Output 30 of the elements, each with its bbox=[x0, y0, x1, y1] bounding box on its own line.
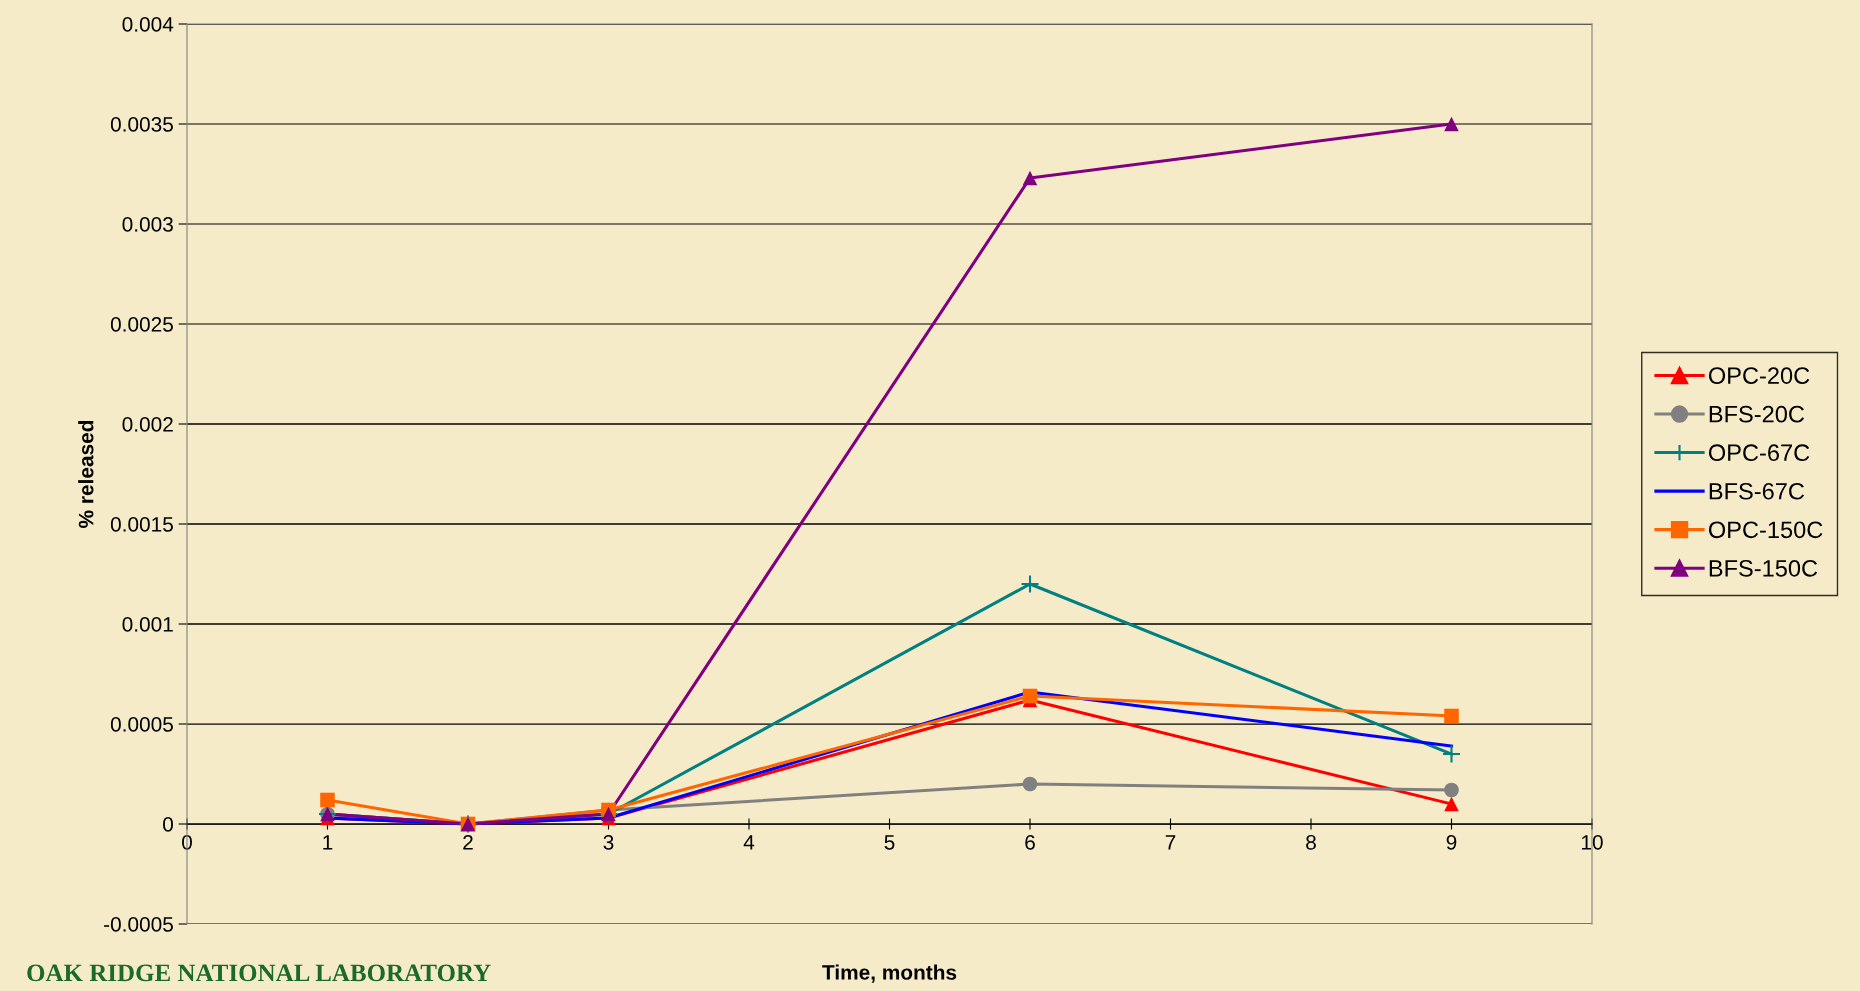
legend-label: OPC-20C bbox=[1708, 367, 1810, 384]
y-tick-label: 0.0005 bbox=[110, 717, 173, 732]
y-tick-label: 0.0035 bbox=[110, 117, 173, 132]
x-tick-label: 1 bbox=[323, 835, 333, 850]
y-tick-label: 0.0015 bbox=[110, 517, 173, 532]
y-tick-label: -0.0005 bbox=[104, 917, 173, 932]
x-tick-label: 8 bbox=[1306, 834, 1316, 850]
text: OAK RIDGE NATIONAL LABORATORY bbox=[27, 964, 491, 982]
x-tick-label: 10 bbox=[1582, 834, 1603, 850]
y-tick-label: 0.0025 bbox=[110, 317, 173, 332]
legend-label: BFS-150C bbox=[1709, 559, 1818, 577]
legend-label: OPC-150C bbox=[1708, 521, 1823, 539]
x-axis-title: Time, months bbox=[822, 964, 957, 983]
x-tick-label: 9 bbox=[1446, 834, 1457, 850]
x-tick-label: 2 bbox=[463, 834, 473, 850]
x-tick-label: 7 bbox=[1165, 835, 1176, 850]
legend-label: BFS-20C bbox=[1709, 405, 1805, 423]
y-tick-label: 0.003 bbox=[122, 217, 173, 232]
y-axis-title: % released bbox=[78, 420, 94, 528]
y-tick-label: 0 bbox=[163, 817, 173, 832]
x-tick-label: 5 bbox=[884, 835, 895, 850]
legend-label: OPC-67C bbox=[1708, 444, 1810, 462]
x-tick-label: 0 bbox=[182, 834, 192, 850]
y-tick-label: 0.002 bbox=[122, 417, 173, 432]
y-tick-label: 0.004 bbox=[122, 17, 174, 32]
x-tick-label: 3 bbox=[603, 834, 614, 850]
legend-label: BFS-67C bbox=[1709, 482, 1805, 500]
y-tick-label: 0.001 bbox=[122, 617, 173, 632]
x-tick-label: 6 bbox=[1025, 834, 1035, 850]
x-tick-label: 4 bbox=[743, 835, 755, 850]
